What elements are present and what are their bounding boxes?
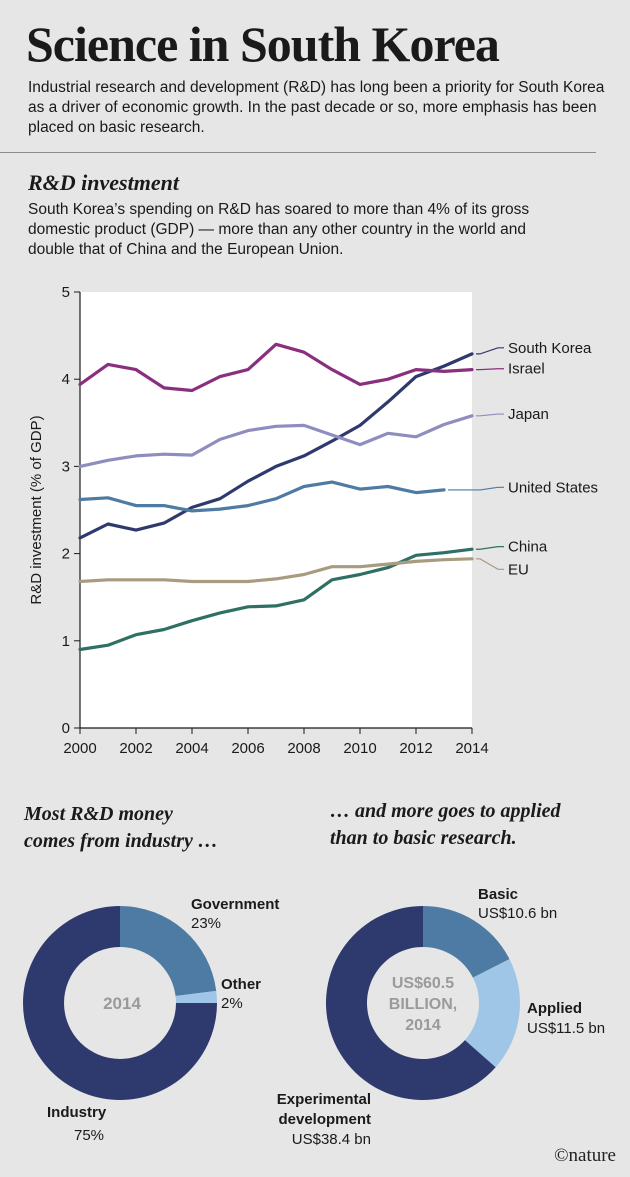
x-tick-label-2010: 2010 <box>343 740 376 757</box>
plot-area <box>80 292 472 728</box>
y-axis-title: R&D investment (% of GDP) <box>28 415 45 604</box>
donut-research-label-experimental-name-line-2: development <box>278 1111 371 1128</box>
donut-research-title-line-2: than to basic research. <box>330 827 517 849</box>
series-line-south-korea <box>78 352 474 540</box>
donut-industry-title: Most R&D money comes from industry … <box>24 801 218 855</box>
series-line-china <box>78 547 474 652</box>
donut-research-label-basic-value: US$10.6 bn <box>478 905 557 922</box>
series-label-south-korea: South Korea <box>508 340 592 357</box>
page-title: Science in South Korea <box>26 16 500 72</box>
section-title: R&D investment <box>28 170 179 195</box>
series-leader-china <box>476 546 504 550</box>
x-tick-label-2004: 2004 <box>175 740 208 757</box>
donut-research-label-applied-value: US$11.5 bn <box>527 1020 605 1037</box>
series-line-israel <box>78 342 474 393</box>
y-tick-label-4: 4 <box>62 371 70 388</box>
x-tick-label-2002: 2002 <box>119 740 152 757</box>
x-tick-label-2012: 2012 <box>399 740 432 757</box>
donut-industry-label-other-name: Other <box>221 976 261 993</box>
series-leader-south-korea <box>476 347 504 355</box>
series-leader-israel <box>476 368 504 371</box>
series-leader-japan <box>476 413 504 417</box>
y-tick-label-0: 0 <box>62 720 70 737</box>
section-description: South Korea’s spending on R&D has soared… <box>28 201 530 258</box>
x-tick-label-2006: 2006 <box>231 740 264 757</box>
series-label-japan: Japan <box>508 406 549 423</box>
donut-industry-label-government-name: Government <box>191 896 279 913</box>
donut-research-slice-applied <box>464 959 520 1068</box>
series-label-united-states: United States <box>508 479 598 496</box>
series-leader-eu <box>476 558 504 570</box>
y-tick-label-2: 2 <box>62 546 70 563</box>
donut-industry-title-line-1: Most R&D money <box>24 803 173 825</box>
divider <box>0 152 596 153</box>
donut-research-label-experimental-value: US$38.4 bn <box>292 1131 371 1148</box>
nature-credit: ©nature <box>554 1145 616 1166</box>
donut-research-title-line-1: … and more goes to applied <box>330 800 561 822</box>
donut-research-slice-basic <box>423 906 510 978</box>
x-tick-label-2014: 2014 <box>455 740 488 757</box>
donut-research-label-experimental-name-line-1: Experimental <box>277 1091 371 1108</box>
donut-industry-center-label: 2014 <box>103 994 141 1013</box>
y-tick-label-1: 1 <box>62 633 70 650</box>
x-tick-label-2000: 2000 <box>63 740 96 757</box>
donut-industry-slice-industry <box>23 906 217 1100</box>
donut-research-label-basic-name: Basic <box>478 886 518 903</box>
series-line-japan <box>78 414 474 468</box>
donut-industry-label-other-value: 2% <box>221 995 243 1012</box>
y-tick-label-3: 3 <box>62 458 70 475</box>
series-line-united-states <box>78 480 446 513</box>
donut-industry-slice-other <box>175 990 217 1003</box>
series-leader-united-states <box>448 486 504 491</box>
donut-research-slice-experimental-development <box>325 906 496 1100</box>
donut-research-center-label-line-3: 2014 <box>405 1017 441 1034</box>
donut-industry-label-industry-name: Industry <box>47 1104 107 1121</box>
series-label-china: China <box>508 539 548 556</box>
donut-research-center-label-line-1: US$60.5 <box>392 975 454 992</box>
intro-text: Industrial research and development (R&D… <box>28 79 605 136</box>
donut-industry-label-government-value: 23% <box>191 915 221 932</box>
donut-industry-slice-government <box>120 906 217 996</box>
y-tick-label-5: 5 <box>62 284 70 301</box>
donut-research-label-applied-name: Applied <box>527 1000 582 1017</box>
donut-industry-title-line-2: comes from industry … <box>24 830 218 852</box>
x-tick-label-2008: 2008 <box>287 740 320 757</box>
series-line-eu <box>78 557 474 584</box>
series-label-eu: EU <box>508 561 529 578</box>
donut-research-center-label-line-2: BILLION, <box>389 996 457 1013</box>
donut-research-title: … and more goes to applied than to basic… <box>330 798 561 852</box>
donut-industry-label-industry-value: 75% <box>74 1127 104 1144</box>
rd-investment-line-chart: 0 1 2 3 4 5 2000 2002 2004 2006 2008 2010 2012 2014 R&… <box>28 284 598 757</box>
series-label-israel: Israel <box>508 361 545 378</box>
